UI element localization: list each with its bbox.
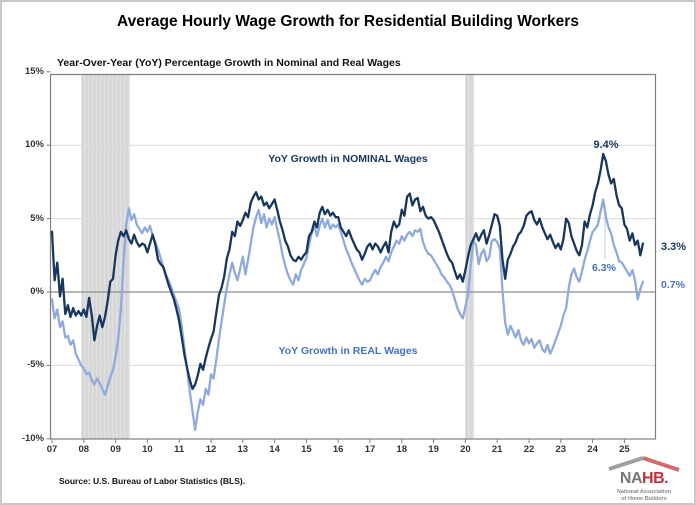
nahb-wordmark-hb: HB. [642,470,669,487]
nahb-logo: NAHB. National Association of Home Build… [602,455,686,503]
recession-band [465,74,474,439]
recession-band [81,74,130,439]
nahb-wordmark: NAHB. [602,471,686,487]
page-title: Average Hourly Wage Growth for Residenti… [117,13,579,30]
real-series-label: YoY Growth in REAL Wages [278,345,418,357]
plot-border [49,73,657,440]
chart-subtitle: Year-Over-Year (YoY) Percentage Growth i… [57,57,401,69]
nahb-roof-icon [608,456,680,472]
source-note: Source: U.S. Bureau of Labor Statistics … [59,476,246,486]
nahb-logo-subtext: National Association of Home Builders [616,489,672,502]
series-line [50,152,645,391]
real-latest-annotation: 0.7% [661,279,685,291]
series-line [50,198,645,432]
nominal-latest-annotation: 3.3% [661,241,687,253]
real-peak-annotation: 6.3% [592,262,616,274]
nominal-peak-annotation: 9.4% [593,139,619,151]
nominal-series-label: YoY Growth in NOMINAL Wages [268,153,428,165]
nahb-wordmark-na: NA [619,470,643,487]
